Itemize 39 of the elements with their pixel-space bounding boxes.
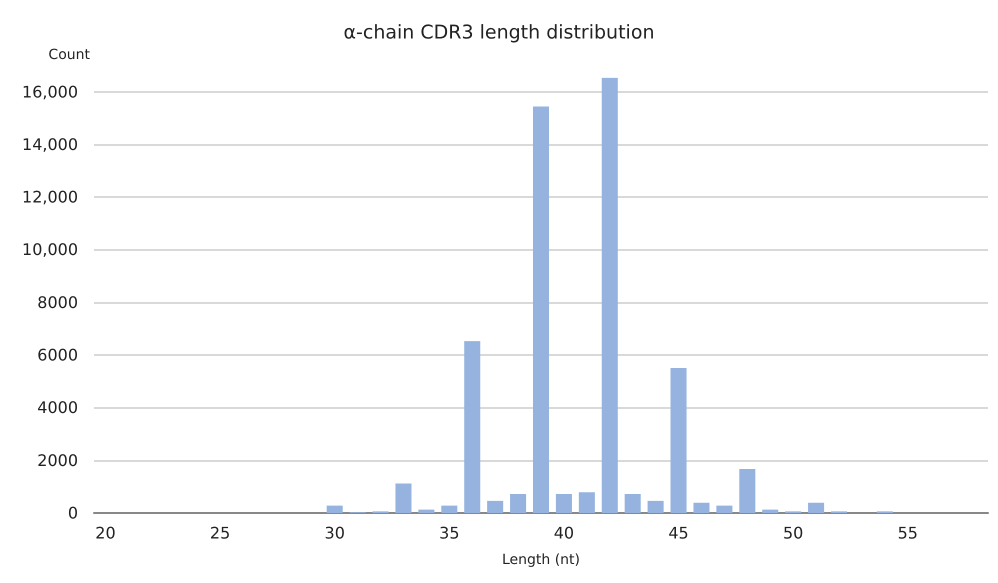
bar — [326, 506, 343, 513]
x-tick-label: 55 — [898, 524, 918, 542]
bar — [556, 494, 572, 513]
bar — [648, 500, 664, 513]
bar — [624, 494, 641, 513]
bar — [464, 341, 480, 513]
x-tick-label: 45 — [668, 524, 689, 542]
bar — [762, 510, 778, 513]
y-tick-label: 14,000 — [22, 134, 78, 154]
bar — [578, 492, 595, 513]
bar — [418, 510, 434, 513]
y-tick-label: 4000 — [37, 398, 78, 418]
y-tick-label: 0 — [68, 504, 78, 522]
bar — [532, 106, 550, 513]
chart-title: α-chain CDR3 length distribution — [344, 22, 654, 44]
x-tick-label: 25 — [210, 524, 230, 542]
x-axis-title: Length (nt) — [502, 552, 580, 568]
bar — [670, 368, 687, 513]
y-tick-label: 6000 — [37, 346, 78, 365]
bar — [716, 506, 732, 513]
bar — [602, 78, 618, 513]
bar — [395, 484, 412, 513]
y-tick-label: 8000 — [37, 292, 78, 312]
y-tick-label: 10,000 — [22, 240, 78, 260]
x-tick-label: 40 — [554, 524, 574, 542]
bar — [808, 502, 824, 513]
x-tick-label: 50 — [782, 524, 804, 542]
y-tick-label: 16,000 — [22, 82, 78, 102]
x-tick-label: 30 — [324, 524, 345, 542]
bar — [487, 500, 504, 513]
y-tick-label: 12,000 — [22, 188, 78, 207]
x-tick-label: 20 — [95, 524, 116, 542]
bar — [441, 506, 458, 513]
bar — [510, 494, 526, 513]
bar — [739, 469, 756, 513]
x-tick-label: 35 — [439, 524, 460, 542]
y-axis-title: Count — [48, 47, 91, 63]
y-tick-label: 2000 — [37, 450, 78, 470]
bar — [693, 502, 710, 513]
